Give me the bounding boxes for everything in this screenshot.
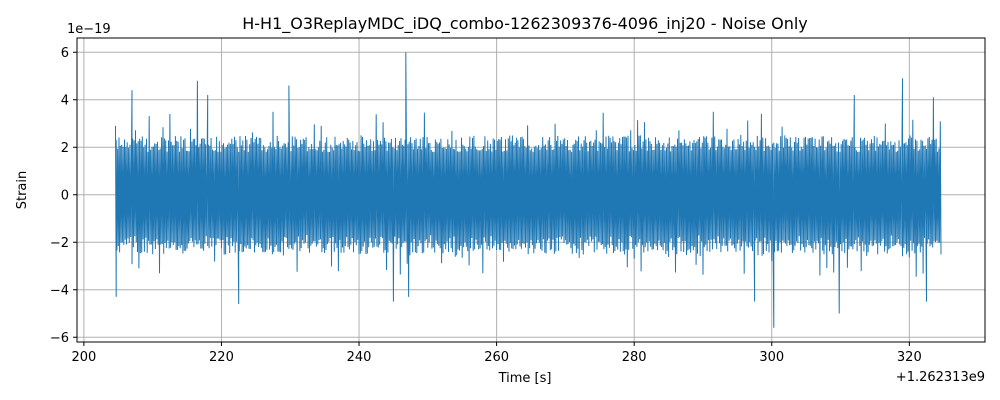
x-tick-label: 240 <box>347 350 372 365</box>
series-strain <box>115 52 942 328</box>
x-tick-label: 280 <box>622 350 647 365</box>
x-tick-label: 300 <box>759 350 784 365</box>
chart-title: H-H1_O3ReplayMDC_iDQ_combo-1262309376-40… <box>242 14 808 34</box>
x-offset-label: +1.262313e9 <box>896 370 985 385</box>
x-tick-label: 200 <box>71 350 96 365</box>
y-tick-label: 0 <box>61 188 69 203</box>
y-tick-label: −2 <box>50 236 69 251</box>
y-tick-label: 4 <box>61 93 69 108</box>
y-tick-label: 6 <box>61 46 69 61</box>
y-scale-label: 1e−19 <box>67 22 111 37</box>
x-axis-label: Time [s] <box>498 371 552 386</box>
plot-frame <box>76 37 986 343</box>
y-tick-label: −6 <box>50 331 69 346</box>
strain-line <box>115 52 942 328</box>
x-tick-label: 320 <box>897 350 922 365</box>
axis-ticks: 200 220 240 260 280 300 320 −6 −4 −2 0 2 4 6 <box>50 46 922 365</box>
y-tick-label: −4 <box>50 283 69 298</box>
x-tick-label: 260 <box>484 350 509 365</box>
y-tick-label: 2 <box>61 141 69 156</box>
x-tick-label: 220 <box>209 350 234 365</box>
y-axis-label: Strain <box>15 171 30 210</box>
